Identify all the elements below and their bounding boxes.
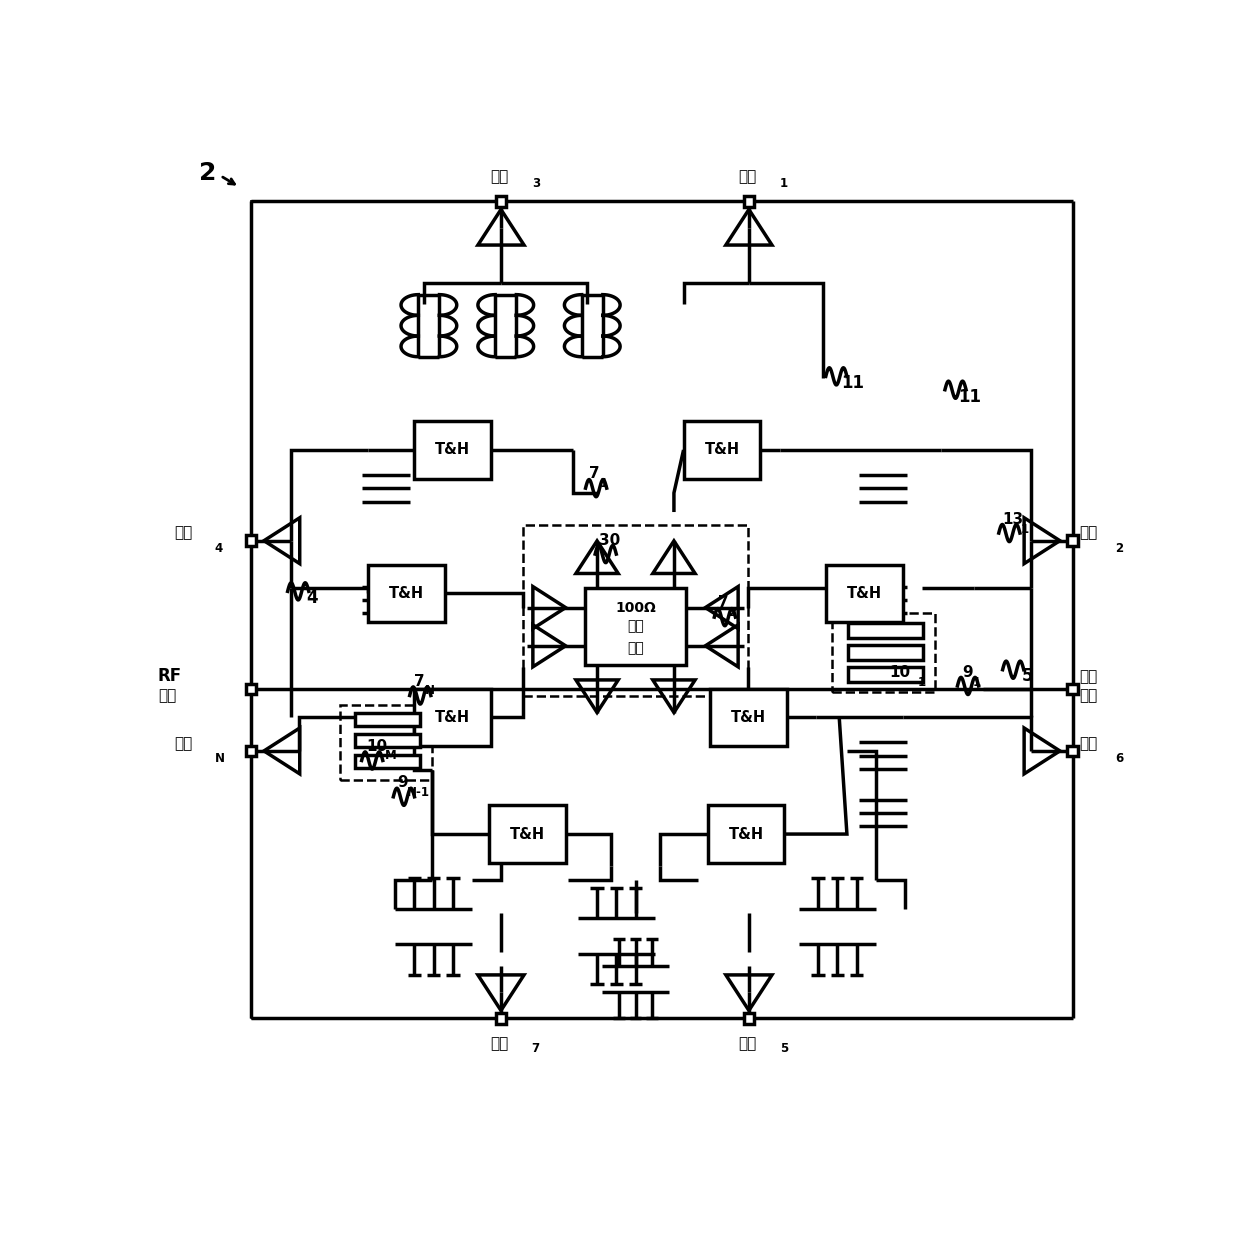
Text: T&H: T&H — [435, 710, 470, 725]
Text: N-1: N-1 — [407, 786, 430, 798]
Text: 电阻: 电阻 — [627, 640, 644, 655]
Bar — [341, 705, 432, 779]
Bar — [585, 588, 686, 665]
Text: N: N — [215, 752, 224, 764]
Text: 7: 7 — [532, 1042, 539, 1055]
Bar — [1068, 746, 1078, 756]
Text: T&H: T&H — [732, 710, 766, 725]
Bar — [683, 421, 760, 479]
Bar — [246, 684, 257, 694]
Text: 9: 9 — [397, 774, 408, 791]
Text: RF: RF — [157, 668, 182, 685]
Text: 2: 2 — [728, 606, 737, 619]
Text: 输入: 输入 — [1080, 688, 1097, 702]
Bar — [355, 755, 420, 768]
Text: 输入: 输入 — [157, 688, 176, 702]
Text: 7: 7 — [414, 674, 425, 689]
Bar — [848, 623, 923, 638]
Text: 1: 1 — [972, 675, 981, 689]
Text: T&H: T&H — [389, 586, 424, 601]
Bar — [355, 733, 420, 747]
Text: 输出: 输出 — [174, 525, 192, 541]
Bar — [246, 535, 257, 546]
Bar — [246, 746, 257, 756]
Bar — [496, 196, 506, 207]
Bar — [490, 805, 567, 862]
Bar — [250, 201, 1073, 1019]
Bar — [1068, 684, 1078, 694]
Text: 激光: 激光 — [1080, 669, 1097, 684]
Text: T&H: T&H — [847, 586, 882, 601]
Bar — [711, 689, 787, 746]
Text: 5: 5 — [1022, 668, 1033, 685]
Text: 输出: 输出 — [174, 736, 192, 751]
Text: 输出: 输出 — [738, 169, 756, 184]
Text: 输出: 输出 — [490, 1036, 508, 1051]
Text: T&H: T&H — [704, 443, 739, 458]
Text: T&H: T&H — [435, 443, 470, 458]
Bar — [708, 805, 785, 862]
Bar — [848, 668, 923, 681]
Text: 10: 10 — [367, 738, 388, 753]
Bar — [523, 525, 748, 695]
Text: 4: 4 — [306, 589, 317, 607]
Text: 输出: 输出 — [738, 1036, 756, 1051]
Bar — [355, 712, 420, 726]
Text: 100Ω: 100Ω — [615, 601, 656, 614]
Text: 1: 1 — [1021, 522, 1029, 536]
Text: N: N — [424, 684, 434, 697]
Text: 11: 11 — [841, 374, 864, 392]
Text: M: M — [384, 750, 397, 762]
Bar — [1068, 535, 1078, 546]
Text: 2: 2 — [1115, 542, 1123, 555]
Text: 4: 4 — [215, 542, 223, 555]
Text: 13: 13 — [1003, 513, 1024, 527]
Text: 7: 7 — [589, 467, 600, 482]
Text: 1: 1 — [918, 675, 926, 689]
Text: 11: 11 — [959, 388, 981, 406]
Bar — [744, 1013, 754, 1024]
Text: 30: 30 — [599, 534, 620, 549]
Bar — [368, 565, 445, 622]
Bar — [414, 689, 491, 746]
Text: 1: 1 — [599, 477, 608, 490]
Text: T&H: T&H — [511, 827, 546, 841]
Bar — [832, 613, 935, 691]
Text: 3: 3 — [532, 177, 539, 190]
Bar — [744, 196, 754, 207]
Text: 9: 9 — [962, 665, 973, 680]
Text: T&H: T&H — [728, 827, 764, 841]
Text: 残留: 残留 — [627, 619, 644, 633]
Text: 输出: 输出 — [1080, 525, 1097, 541]
Text: 5: 5 — [780, 1042, 787, 1055]
Text: 2: 2 — [200, 161, 217, 185]
Text: 10: 10 — [889, 665, 910, 680]
Bar — [848, 645, 923, 660]
Bar — [496, 1013, 506, 1024]
Text: 1: 1 — [780, 177, 787, 190]
Text: 输出: 输出 — [1080, 736, 1097, 751]
Text: 输出: 输出 — [490, 169, 508, 184]
Bar — [414, 421, 491, 479]
Bar — [826, 565, 903, 622]
Text: 7: 7 — [718, 596, 729, 611]
Text: 6: 6 — [1115, 752, 1123, 764]
